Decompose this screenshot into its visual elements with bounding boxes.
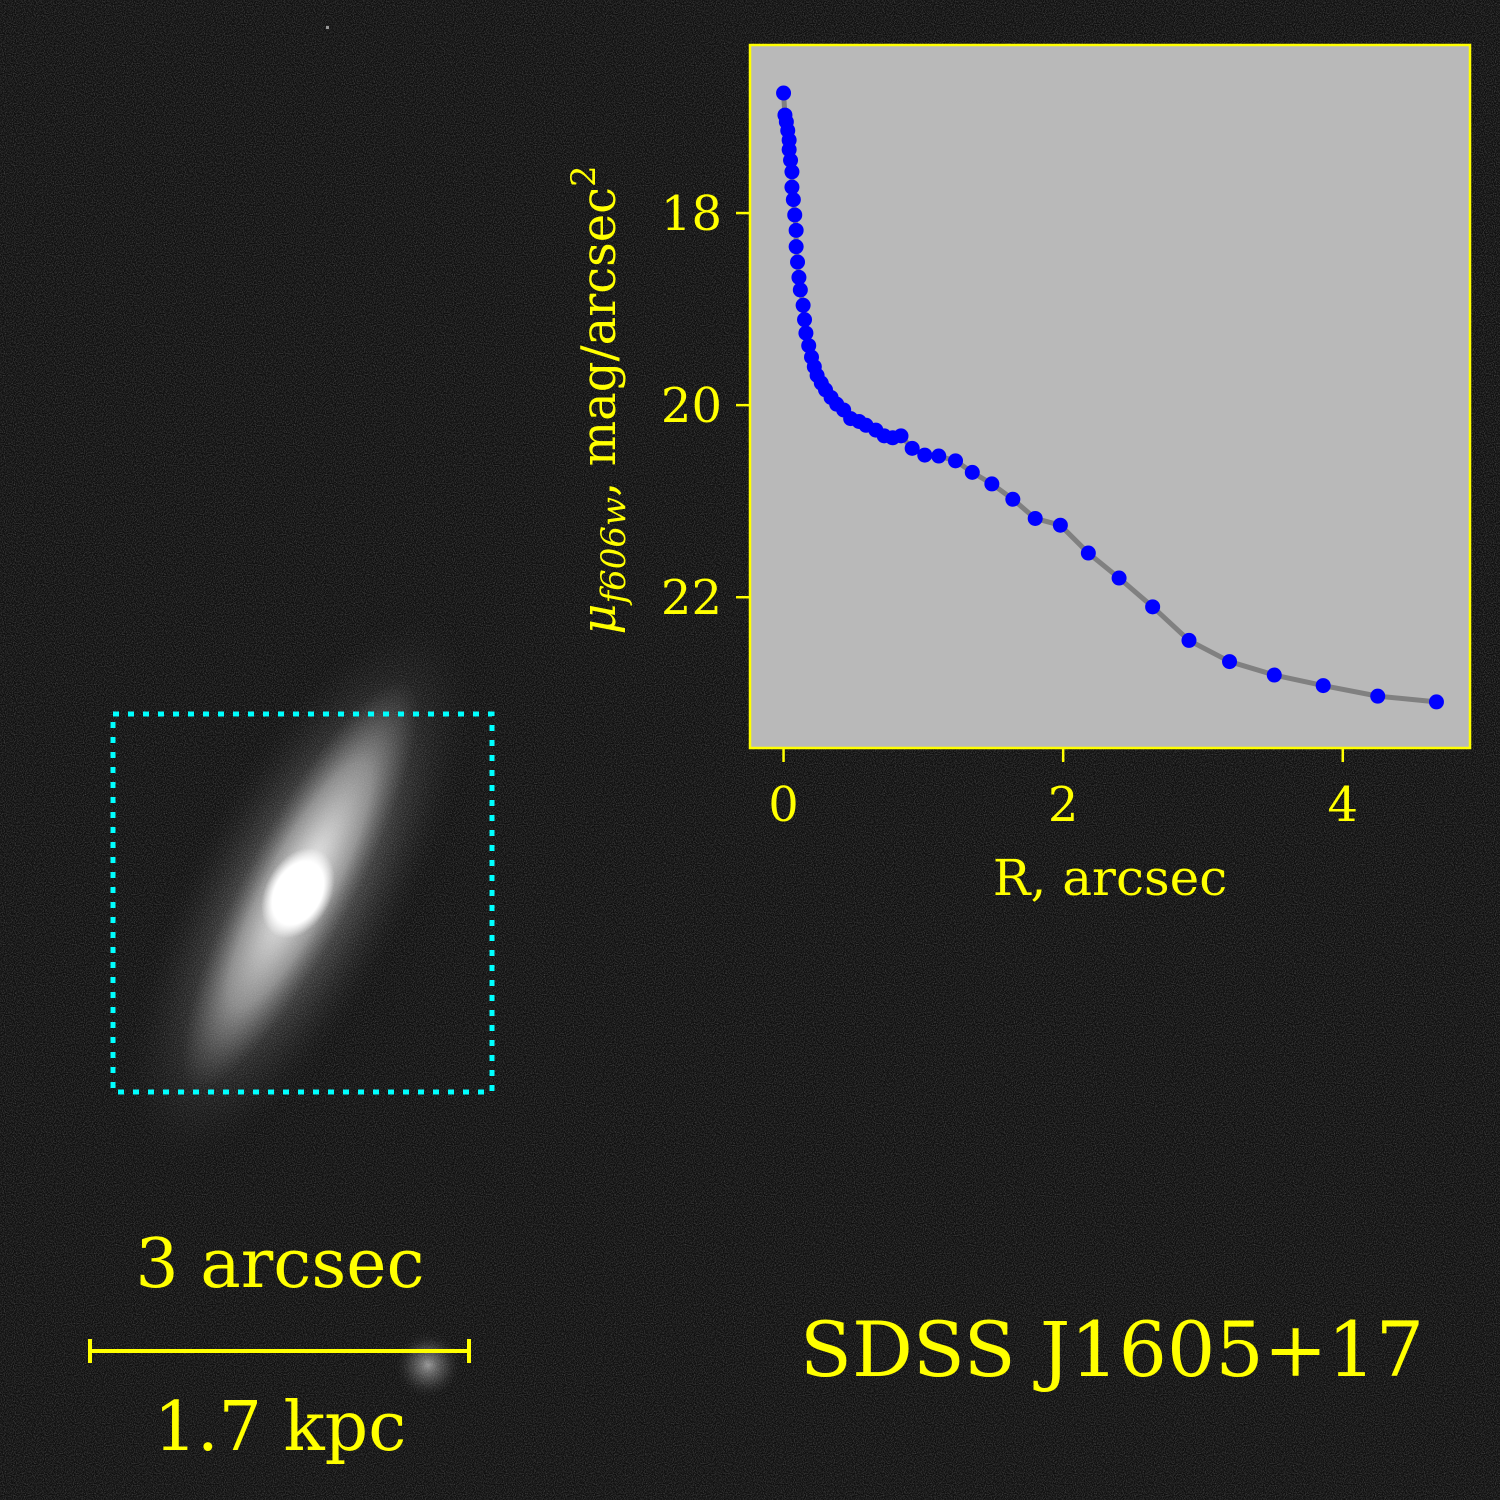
data-point bbox=[964, 464, 980, 480]
scale-angular: 3 arcsec bbox=[135, 1225, 424, 1304]
x-tick-label: 4 bbox=[1328, 777, 1359, 833]
scale-physical: 1.7 kpc bbox=[154, 1388, 407, 1467]
data-point bbox=[1266, 667, 1282, 683]
data-point bbox=[1222, 654, 1238, 670]
data-point bbox=[1027, 510, 1043, 526]
y-tick-label: 20 bbox=[661, 378, 722, 434]
data-point bbox=[784, 164, 800, 180]
data-point bbox=[787, 207, 803, 223]
scale-bar bbox=[88, 1339, 471, 1363]
data-point bbox=[788, 239, 804, 255]
data-point bbox=[931, 448, 947, 464]
data-point bbox=[1428, 694, 1444, 710]
y-tick-label: 22 bbox=[661, 570, 722, 626]
y-axis-label: μf606w, mag/arcsec2 bbox=[564, 165, 634, 634]
data-point bbox=[1005, 491, 1021, 507]
plot bbox=[736, 85, 1444, 762]
data-point bbox=[904, 440, 920, 456]
data-point bbox=[795, 297, 811, 313]
data-point bbox=[1370, 688, 1386, 704]
data-point bbox=[791, 269, 807, 285]
data-point bbox=[893, 428, 909, 444]
y-label-subscript: f606w bbox=[594, 497, 634, 607]
data-point bbox=[785, 192, 801, 208]
data-point bbox=[792, 282, 808, 298]
data-point bbox=[798, 325, 814, 341]
data-point bbox=[776, 85, 792, 101]
data-point bbox=[1052, 517, 1068, 533]
data-point bbox=[948, 453, 964, 469]
plot-area bbox=[750, 45, 1470, 748]
data-point bbox=[784, 179, 800, 195]
object-name: SDSS J1605+17 bbox=[800, 1305, 1424, 1394]
y-label-symbol: μ bbox=[571, 603, 627, 634]
data-point bbox=[788, 222, 804, 238]
data-point bbox=[917, 447, 933, 463]
y-tick-label: 18 bbox=[661, 186, 722, 242]
plot-frame bbox=[748, 43, 1472, 750]
zoom-box bbox=[110, 711, 495, 1095]
data-point bbox=[790, 254, 806, 270]
data-point bbox=[801, 338, 817, 354]
y-label-unit: , mag/arcsec bbox=[571, 187, 627, 497]
data-point bbox=[1111, 570, 1127, 586]
data-point bbox=[1315, 678, 1331, 694]
x-tick-label: 2 bbox=[1048, 777, 1079, 833]
data-point bbox=[783, 152, 799, 168]
data-point bbox=[1080, 545, 1096, 561]
galaxy bbox=[112, 26, 488, 1401]
data-point bbox=[797, 312, 813, 328]
x-tick-label: 0 bbox=[768, 777, 799, 833]
x-axis-label: R, arcsec bbox=[993, 849, 1227, 907]
data-point bbox=[984, 476, 1000, 492]
data-point bbox=[1181, 632, 1197, 648]
y-label-power: 2 bbox=[564, 165, 604, 187]
data-point bbox=[1145, 599, 1161, 615]
